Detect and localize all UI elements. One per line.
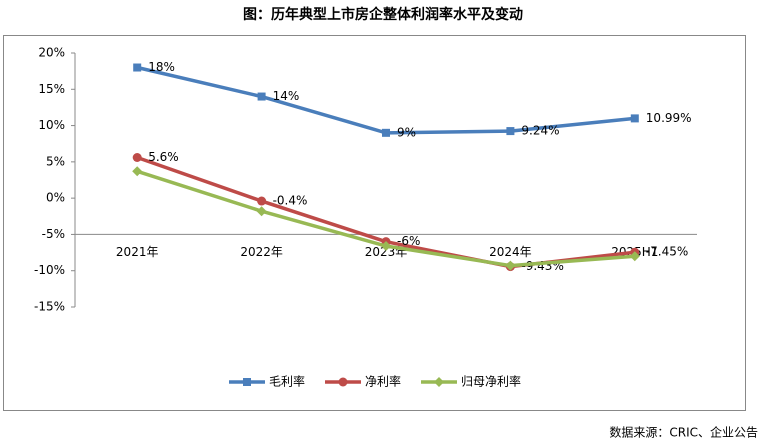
x-tick-label: 2021年	[116, 245, 159, 259]
y-tick-label: -5%	[42, 227, 65, 241]
marker	[132, 166, 143, 177]
legend-label: 毛利率	[269, 374, 305, 389]
marker	[629, 251, 640, 262]
y-tick-label: 15%	[38, 82, 65, 96]
y-tick-label: -15%	[34, 300, 65, 314]
data-label: 14%	[273, 89, 300, 103]
chart-border	[3, 35, 746, 411]
source-note: 数据来源：CRIC、企业公告	[609, 425, 758, 440]
y-tick-label: 10%	[38, 118, 65, 132]
marker	[257, 196, 267, 206]
marker	[256, 206, 267, 217]
data-label: 9%	[397, 125, 416, 139]
data-label: -6%	[397, 234, 420, 248]
data-label: 10.99%	[646, 111, 692, 125]
data-label: -7.45%	[646, 245, 688, 259]
marker	[434, 377, 444, 387]
data-label: -0.4%	[273, 194, 308, 208]
data-label: 5.6%	[148, 150, 179, 164]
marker	[381, 241, 391, 252]
legend-label: 净利率	[365, 374, 401, 389]
x-tick-label: 2024年	[489, 245, 532, 259]
marker	[243, 378, 251, 386]
series-line	[136, 65, 635, 135]
y-tick-label: 5%	[46, 154, 65, 168]
marker	[630, 114, 639, 123]
data-label: 9.24%	[521, 124, 559, 138]
data-label: 18%	[148, 60, 175, 74]
marker	[382, 128, 390, 137]
marker	[338, 377, 348, 387]
marker	[257, 92, 266, 101]
marker	[506, 127, 515, 136]
legend-label: 归母净利率	[461, 374, 521, 389]
y-tick-label: 0%	[46, 191, 65, 205]
x-tick-label: 2022年	[240, 245, 283, 259]
marker	[132, 153, 142, 163]
marker	[505, 260, 516, 271]
chart-title: 图：历年典型上市房企整体利润率水平及变动	[243, 6, 523, 23]
y-tick-label: 20%	[38, 46, 65, 60]
marker	[133, 63, 142, 72]
y-tick-label: -10%	[34, 263, 65, 277]
